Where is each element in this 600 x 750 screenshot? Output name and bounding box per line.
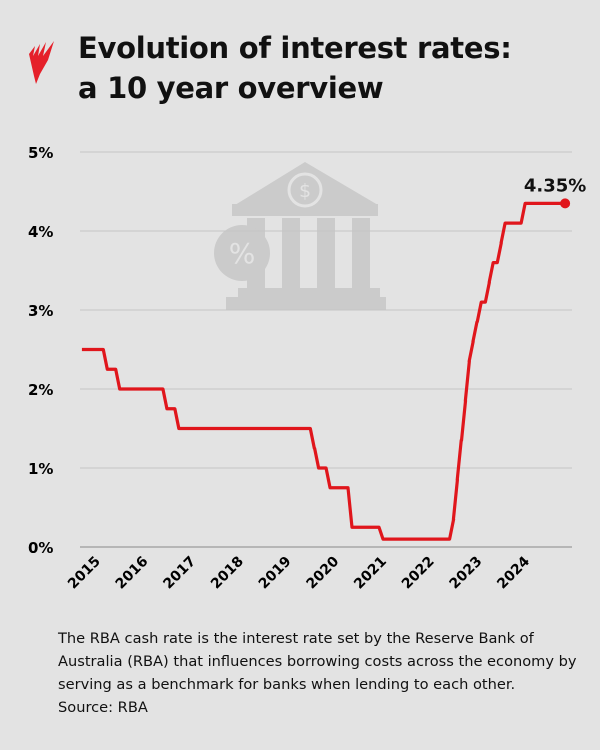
x-tick-label: 2018: [208, 554, 247, 593]
title-line-2: a 10 year overview: [78, 71, 384, 105]
page-title: Evolution of interest rates: a 10 year o…: [78, 28, 512, 108]
x-tick-label: 2015: [65, 554, 104, 593]
caption-source: Source: RBA: [58, 699, 148, 716]
sbs-logo-icon: [29, 41, 54, 84]
title-line-1: Evolution of interest rates:: [78, 31, 512, 65]
svg-text:$: $: [299, 180, 311, 202]
latest-rate-label: 4.35%: [524, 175, 586, 196]
svg-text:%: %: [229, 237, 256, 270]
rate-series-line: [81, 201, 568, 541]
x-tick-label: 2019: [256, 554, 295, 593]
line-chart: $ % 0%1%2%3%4%5% 2015 2016 2017 2018 2019 202…: [28, 144, 586, 593]
bank-icon: $ %: [214, 162, 386, 310]
x-tick-label: 2021: [351, 554, 390, 593]
latest-rate-marker: [560, 198, 571, 209]
x-tick-label: 2016: [113, 554, 152, 593]
x-tick-label: 2017: [160, 554, 199, 593]
x-tick-label: 2022: [399, 554, 438, 593]
y-tick-label: 1%: [28, 460, 53, 478]
caption: The RBA cash rate is the interest rate s…: [58, 627, 598, 719]
y-tick-label: 5%: [28, 144, 53, 162]
caption-text: The RBA cash rate is the interest rate s…: [58, 630, 577, 693]
y-tick-label: 3%: [28, 302, 53, 320]
y-tick-label: 0%: [28, 539, 53, 557]
y-tick-label: 2%: [28, 381, 53, 399]
x-tick-label: 2023: [447, 554, 486, 593]
y-tick-label: 4%: [28, 223, 53, 241]
x-tick-label: 2024: [494, 553, 533, 592]
x-tick-label: 2020: [303, 553, 342, 592]
